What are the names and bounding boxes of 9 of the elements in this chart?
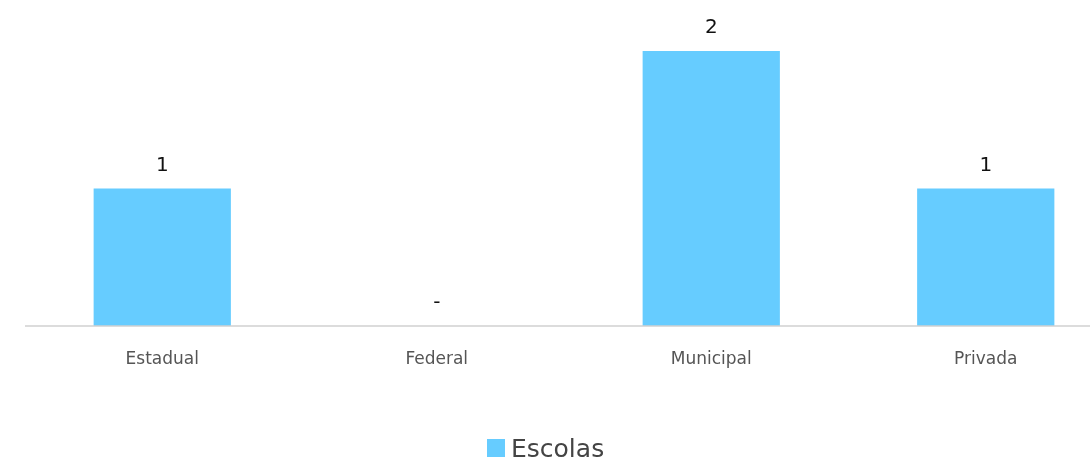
x-tick-label: Federal <box>405 348 469 368</box>
data-label: 1 <box>979 151 993 176</box>
x-tick-label: Privada <box>954 348 1018 368</box>
x-tick-label: Estadual <box>125 348 199 368</box>
legend-label: Escolas <box>511 434 605 461</box>
data-label: 1 <box>155 151 169 176</box>
data-label: 2 <box>704 14 718 38</box>
x-tick-label: Municipal <box>670 348 752 368</box>
data-label: - <box>433 289 441 313</box>
